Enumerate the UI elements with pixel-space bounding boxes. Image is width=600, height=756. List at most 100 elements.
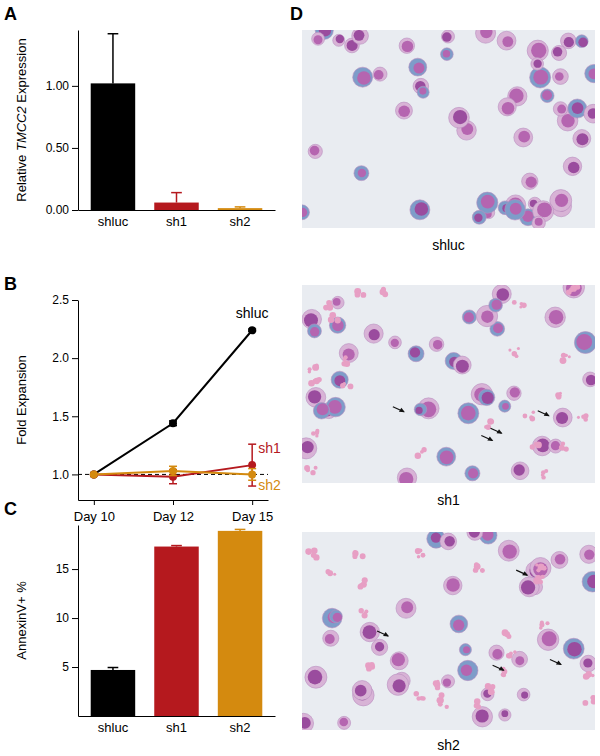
y-tick: 0.00 [46, 203, 78, 217]
y-tick-label: 15 [56, 562, 70, 576]
y-tick: 1.00 [46, 79, 78, 93]
line [94, 330, 252, 474]
x-tick: sh2 [230, 716, 251, 735]
micrograph [302, 285, 595, 483]
marker [248, 470, 256, 478]
y-tick-mark [72, 474, 78, 475]
panel-label: A [4, 4, 17, 24]
series-label: sh1 [258, 440, 281, 456]
y-tick-mark [72, 210, 78, 211]
x-axis: Day 10 Day 12 Day 15 [74, 500, 274, 524]
plot-area [91, 529, 263, 716]
x-tick: Day 15 [232, 500, 273, 524]
x-tick-label: shluc [98, 720, 129, 735]
y-axis-line [78, 301, 79, 501]
error-bar [108, 668, 119, 670]
y-tick-label: 2.0 [52, 351, 69, 365]
y-tick-mark [72, 416, 78, 417]
marker [90, 470, 98, 478]
y-axis-title: Relative TMCC2 Expression [14, 38, 29, 201]
x-tick-label: sh2 [230, 214, 251, 229]
x-tick-mark [252, 500, 253, 505]
error-bar [235, 207, 246, 208]
bar [91, 83, 135, 210]
series-label: shluc [236, 305, 269, 321]
panel-label: C [4, 499, 17, 519]
x-tick: Day 10 [74, 500, 115, 524]
y-tick-label: 1.5 [52, 410, 69, 424]
x-axis: shluc sh1 sh2 [79, 716, 276, 735]
x-axis: shluc sh1 sh2 [79, 210, 276, 229]
y-tick-mark [72, 148, 78, 149]
error-bar [171, 545, 182, 547]
y-tick-mark [72, 300, 78, 301]
image-caption: sh1 [437, 492, 460, 508]
x-tick-mark [173, 500, 174, 505]
x-tick: shluc [98, 210, 129, 229]
marker [169, 419, 177, 427]
y-axis-line [78, 31, 79, 211]
error-bar [169, 466, 177, 475]
x-axis-line [79, 716, 276, 717]
y-tick-label: 2.5 [52, 293, 69, 307]
y-tick: 2.5 [52, 293, 78, 307]
micrograph [302, 532, 595, 730]
x-tick-label: sh1 [166, 720, 187, 735]
marker [90, 470, 98, 478]
y-tick-label: 0.00 [46, 203, 70, 217]
x-tick-label: sh2 [230, 720, 251, 735]
x-tick-label: shluc [98, 214, 129, 229]
y-tick: 1.0 [52, 468, 78, 482]
y-tick: 0.50 [46, 141, 78, 155]
x-tick: shluc [98, 716, 129, 735]
bar [154, 203, 198, 210]
y-tick-label: 10 [56, 611, 70, 625]
y-tick-label: 5 [62, 660, 69, 674]
y-axis: 1.0 1.5 2.0 2.5 [52, 293, 78, 500]
y-tick-mark [72, 358, 78, 359]
figure: 0.00 0.50 1.00 shluc sh1 sh2 Relative TMCC2 Ex… [0, 0, 600, 756]
error-bar [171, 193, 182, 203]
x-tick-label: Day 15 [232, 509, 273, 524]
x-tick-label: Day 12 [153, 509, 194, 524]
image-caption: shluc [432, 237, 465, 253]
x-axis-line [79, 210, 276, 211]
error-bar [108, 34, 119, 84]
series-label: sh2 [258, 477, 281, 493]
y-tick: 5 [62, 660, 78, 674]
x-tick-label: Day 10 [74, 509, 115, 524]
panel-label: B [4, 274, 17, 294]
y-tick-mark [72, 618, 78, 619]
micrograph [302, 30, 595, 228]
x-tick: sh2 [230, 210, 251, 229]
x-tick-label: sh1 [166, 214, 187, 229]
x-tick: Day 12 [153, 500, 194, 524]
panel-label: D [290, 4, 303, 24]
y-tick-mark [72, 667, 78, 668]
error-bar [248, 469, 256, 481]
error-bar [235, 529, 246, 530]
y-axis: 0.00 0.50 1.00 [46, 31, 79, 218]
marker [248, 326, 256, 334]
image-caption: sh2 [437, 737, 460, 753]
bar [218, 208, 262, 210]
plot-area [91, 34, 263, 210]
y-tick: 1.5 [52, 410, 78, 424]
marker [169, 467, 177, 475]
y-axis-title: Fold Expansion [14, 355, 29, 445]
x-tick: sh1 [166, 210, 187, 229]
marker [248, 461, 256, 469]
y-tick-label: 0.50 [46, 141, 70, 155]
y-tick: 15 [56, 562, 78, 576]
plot-area [78, 326, 268, 486]
y-axis-line [78, 526, 79, 717]
bar [91, 670, 135, 716]
x-tick-mark [94, 500, 95, 505]
x-tick: sh1 [166, 716, 187, 735]
y-tick-label: 1.00 [46, 79, 70, 93]
marker [90, 470, 98, 478]
y-tick: 2.0 [52, 351, 78, 365]
y-axis-title: AnnexinV+ % [14, 581, 29, 660]
y-axis: 5 10 15 [56, 526, 79, 717]
error-bar [248, 444, 256, 486]
